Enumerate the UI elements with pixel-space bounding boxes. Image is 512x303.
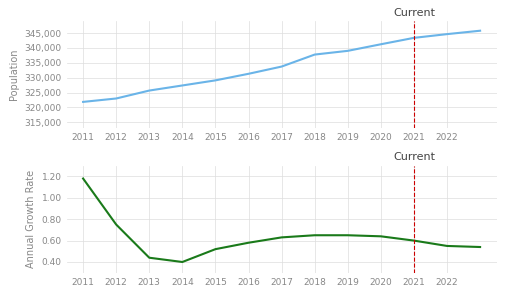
Text: Current: Current [393, 8, 435, 18]
Text: Current: Current [393, 152, 435, 162]
Y-axis label: Annual Growth Rate: Annual Growth Rate [26, 170, 36, 268]
Y-axis label: Population: Population [9, 49, 19, 101]
